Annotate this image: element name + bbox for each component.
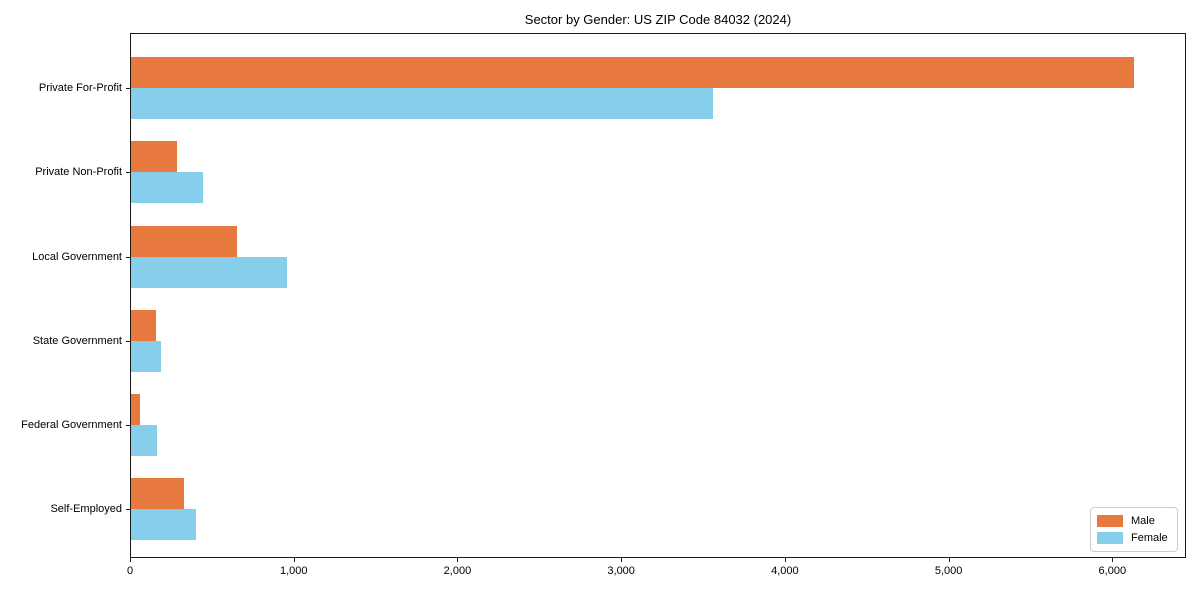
bar-female <box>131 509 196 541</box>
plot-area <box>130 33 1186 558</box>
bar-male <box>131 309 157 341</box>
y-axis-category-label: Self-Employed <box>50 503 122 516</box>
legend: Male Female <box>1090 507 1178 552</box>
bar-female <box>131 172 203 204</box>
x-axis-tick <box>949 558 950 562</box>
legend-label: Male <box>1131 515 1155 527</box>
bar-female <box>131 88 713 119</box>
x-axis-tick-label: 2,000 <box>443 565 472 577</box>
y-axis-tick <box>126 341 130 342</box>
x-axis-tick <box>1112 558 1113 562</box>
legend-swatch-male <box>1097 515 1123 527</box>
chart-title: Sector by Gender: US ZIP Code 84032 (202… <box>524 12 792 27</box>
x-axis-tick-label: 0 <box>126 565 134 577</box>
x-axis-tick <box>130 558 131 562</box>
y-axis-tick <box>126 88 130 89</box>
bar-male <box>131 478 185 510</box>
bar-female <box>131 425 157 456</box>
y-axis-category-label: Local Government <box>32 250 122 263</box>
bar-male <box>131 225 237 257</box>
x-axis-tick-label: 4,000 <box>771 565 799 577</box>
y-axis-tick <box>126 509 130 510</box>
x-axis-tick <box>785 558 786 562</box>
y-axis-tick <box>126 425 130 426</box>
x-axis-tick <box>621 558 622 562</box>
legend-swatch-female <box>1097 532 1123 544</box>
legend-item: Female <box>1097 532 1171 544</box>
bar-female <box>131 340 161 372</box>
bar-male <box>131 394 140 425</box>
x-axis-tick-label: 3,000 <box>607 565 635 577</box>
x-axis-tick-label: 1,000 <box>279 565 308 577</box>
bar-male <box>131 57 1135 88</box>
legend-item: Male <box>1097 515 1171 527</box>
bar-female <box>131 256 287 288</box>
legend-label: Female <box>1131 532 1168 544</box>
x-axis-tick <box>457 558 458 562</box>
y-axis-category-label: Private Non-Profit <box>35 166 122 179</box>
y-axis-category-label: State Government <box>32 334 122 347</box>
bar-male <box>131 141 177 173</box>
y-axis-category-label: Private For-Profit <box>38 82 122 94</box>
x-axis-tick <box>294 558 295 562</box>
x-axis-tick-label: 6,000 <box>1098 565 1127 577</box>
x-axis-tick-label: 5,000 <box>934 565 963 577</box>
y-axis-tick <box>126 172 130 173</box>
y-axis-category-label: Federal Government <box>21 419 122 431</box>
y-axis-tick <box>126 257 130 258</box>
